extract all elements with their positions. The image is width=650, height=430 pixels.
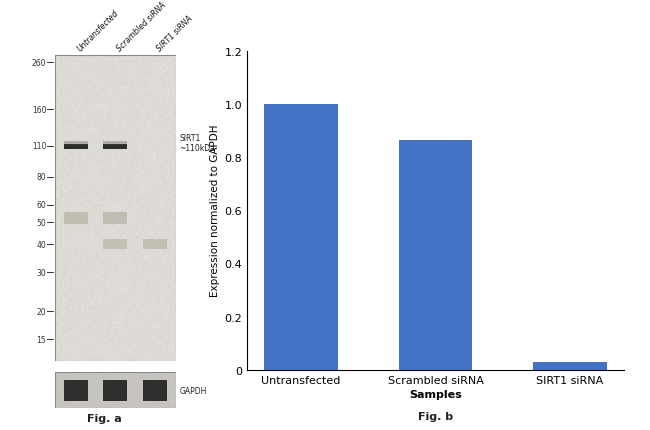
Text: 40: 40 — [36, 240, 46, 249]
FancyBboxPatch shape — [103, 212, 127, 224]
FancyBboxPatch shape — [103, 380, 127, 401]
FancyBboxPatch shape — [64, 141, 88, 146]
Text: Fig. a: Fig. a — [86, 413, 122, 423]
Bar — [533, 362, 607, 370]
FancyBboxPatch shape — [103, 145, 127, 150]
Text: 20: 20 — [36, 307, 46, 316]
FancyBboxPatch shape — [143, 240, 167, 249]
Text: SIRT1
~110kDa: SIRT1 ~110kDa — [179, 134, 215, 153]
Text: Untransfected: Untransfected — [75, 9, 120, 54]
Text: Fig. b: Fig. b — [418, 412, 453, 421]
FancyBboxPatch shape — [64, 212, 88, 224]
Text: 15: 15 — [36, 335, 46, 344]
FancyBboxPatch shape — [64, 380, 88, 401]
Text: SIRT1 siRNA: SIRT1 siRNA — [155, 15, 194, 54]
Text: Scrambled siRNA: Scrambled siRNA — [116, 1, 168, 54]
Bar — [264, 104, 338, 370]
FancyBboxPatch shape — [64, 145, 88, 150]
Y-axis label: Expression normalized to GAPDH: Expression normalized to GAPDH — [210, 125, 220, 297]
Text: 260: 260 — [32, 58, 46, 68]
Text: 80: 80 — [36, 173, 46, 182]
Bar — [398, 141, 473, 370]
Text: 30: 30 — [36, 268, 46, 277]
Text: 60: 60 — [36, 201, 46, 210]
Text: 110: 110 — [32, 142, 46, 151]
FancyBboxPatch shape — [103, 141, 127, 146]
FancyBboxPatch shape — [143, 380, 167, 401]
Text: 50: 50 — [36, 218, 46, 227]
FancyBboxPatch shape — [103, 240, 127, 249]
X-axis label: Samples: Samples — [409, 389, 462, 399]
Text: 160: 160 — [32, 106, 46, 115]
Text: GAPDH: GAPDH — [179, 386, 207, 395]
